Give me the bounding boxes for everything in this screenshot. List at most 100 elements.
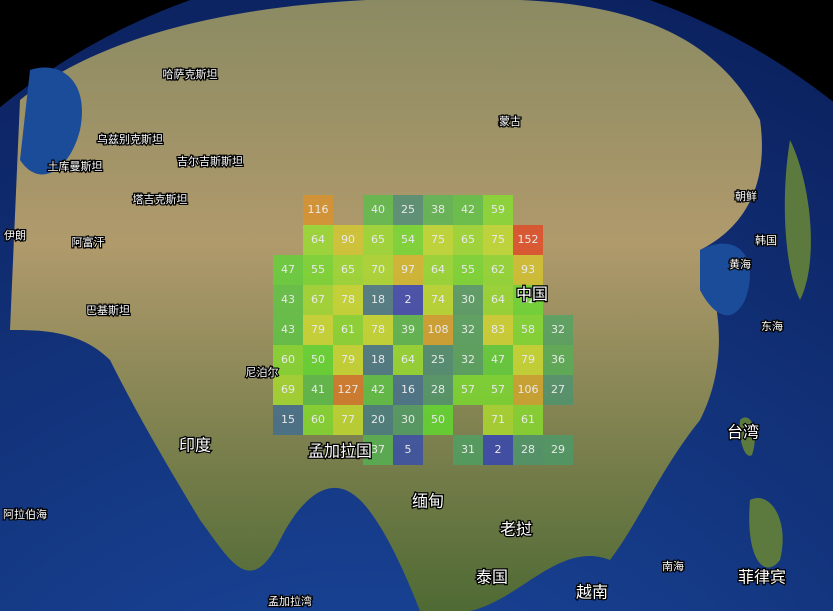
label: 韩国 [755, 233, 777, 247]
label: 伊朗 [4, 229, 26, 242]
heat-cell [303, 405, 333, 435]
heat-cell [303, 285, 333, 315]
label: 乌兹别克斯坦 [97, 132, 163, 146]
caspian-sea [20, 67, 82, 175]
cell-value: 37 [371, 443, 385, 456]
label: 巴基斯坦 [86, 303, 130, 317]
heat-cell [303, 375, 333, 405]
heat-cell [363, 315, 393, 345]
cell-value: 30 [461, 293, 475, 306]
cell-value: 29 [551, 443, 565, 456]
cell-value: 50 [431, 413, 445, 426]
heat-cell [423, 315, 453, 345]
heat-cell [423, 285, 453, 315]
heat-cell [423, 405, 453, 435]
heat-cell [333, 285, 363, 315]
cell-value: 67 [311, 293, 325, 306]
heat-cell [453, 435, 483, 465]
cell-value: 65 [341, 263, 355, 276]
cell-value: 25 [431, 353, 445, 366]
heat-cell [483, 195, 513, 225]
heat-cell [453, 195, 483, 225]
cell-value: 152 [518, 233, 539, 246]
label: 印度 [179, 436, 211, 455]
heat-cell [393, 285, 423, 315]
cell-value: 64 [401, 353, 415, 366]
heat-cell [273, 285, 303, 315]
label: 土库曼斯坦 [48, 159, 103, 173]
cell-value: 18 [371, 293, 385, 306]
cell-value: 40 [371, 203, 385, 216]
heat-cell [393, 375, 423, 405]
heat-cell [423, 195, 453, 225]
heat-cell [483, 255, 513, 285]
label: 老挝 [500, 520, 532, 539]
heat-cell [543, 345, 573, 375]
cell-value: 59 [491, 203, 505, 216]
cell-value: 31 [461, 443, 475, 456]
cell-value: 75 [491, 233, 505, 246]
heat-cell [333, 315, 363, 345]
heat-cell [483, 405, 513, 435]
heat-cell [453, 345, 483, 375]
cell-value: 43 [281, 323, 295, 336]
cell-value: 57 [461, 383, 475, 396]
heat-cell [273, 405, 303, 435]
heat-cell [423, 375, 453, 405]
cell-value: 25 [401, 203, 415, 216]
label: 越南 [576, 583, 608, 602]
heat-cell [513, 315, 543, 345]
cell-value: 61 [521, 413, 535, 426]
heat-cell [273, 345, 303, 375]
cell-value: 64 [311, 233, 325, 246]
heat-cell [363, 375, 393, 405]
label: 黄海 [729, 257, 751, 271]
cell-value: 57 [491, 383, 505, 396]
cell-value: 79 [311, 323, 325, 336]
heat-cell [303, 195, 333, 225]
heat-cell [333, 375, 363, 405]
cell-value: 32 [461, 353, 475, 366]
cell-value: 28 [431, 383, 445, 396]
taiwan [739, 417, 755, 456]
japan [784, 140, 811, 300]
heat-cell [363, 435, 393, 465]
heat-cell [333, 225, 363, 255]
label: 缅甸 [412, 492, 444, 511]
cell-value: 28 [521, 443, 535, 456]
heat-cell [393, 315, 423, 345]
heat-cell [513, 375, 543, 405]
cell-value: 116 [308, 203, 329, 216]
heat-cell [333, 345, 363, 375]
cell-value: 30 [401, 413, 415, 426]
heat-cell [513, 405, 543, 435]
heat-cell [303, 225, 333, 255]
cell-value: 79 [341, 353, 355, 366]
heat-cell [423, 225, 453, 255]
heat-cell [513, 345, 543, 375]
heat-cell [453, 285, 483, 315]
cell-value: 42 [461, 203, 475, 216]
cell-value: 20 [371, 413, 385, 426]
cell-value: 38 [431, 203, 445, 216]
heat-cell [303, 255, 333, 285]
heat-cell [453, 375, 483, 405]
label: 蒙古 [499, 115, 521, 128]
heat-cell [363, 345, 393, 375]
cell-value: 32 [461, 323, 475, 336]
heat-cell [273, 375, 303, 405]
cell-value: 55 [311, 263, 325, 276]
heat-cell [483, 225, 513, 255]
heat-cell [453, 255, 483, 285]
heat-cell [393, 255, 423, 285]
cell-value: 55 [461, 263, 475, 276]
cell-value: 42 [371, 383, 385, 396]
cell-value: 41 [311, 383, 325, 396]
label: 塔吉克斯坦 [133, 192, 188, 206]
heat-cell [483, 435, 513, 465]
cell-value: 79 [521, 353, 535, 366]
heat-cell [513, 435, 543, 465]
cell-value: 65 [371, 233, 385, 246]
